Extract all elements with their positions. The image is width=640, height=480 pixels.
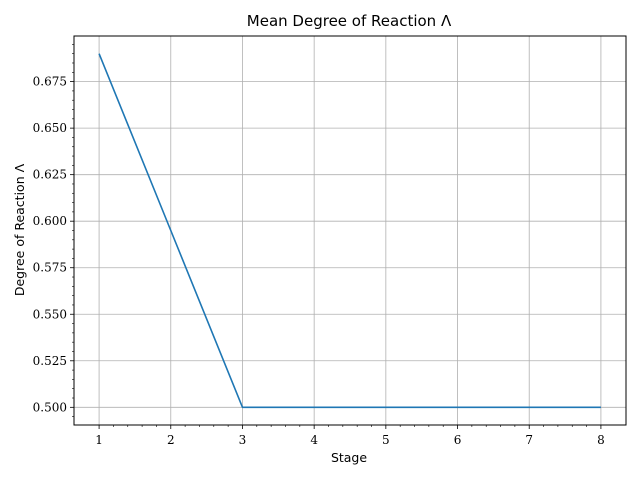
x-axis-label: Stage xyxy=(331,450,367,465)
series-group xyxy=(98,53,601,409)
x-tick-label: 5 xyxy=(382,433,390,447)
x-tick-label: 1 xyxy=(95,433,103,447)
grid-lines xyxy=(74,36,626,425)
x-tick-labels: 1 2 3 4 5 6 7 8 xyxy=(95,433,604,447)
x-tick-label: 4 xyxy=(310,433,318,447)
y-tick-label: 0.650 xyxy=(33,121,67,135)
plot-frame xyxy=(73,35,627,426)
y-tick-label: 0.675 xyxy=(33,75,67,89)
tick-marks xyxy=(70,44,602,429)
chart-title: Mean Degree of Reaction Λ xyxy=(247,12,452,30)
x-tick-label: 2 xyxy=(167,433,175,447)
x-tick-label: 7 xyxy=(525,433,533,447)
y-tick-label: 0.500 xyxy=(33,400,67,414)
series-line xyxy=(98,53,601,409)
y-tick-label: 0.600 xyxy=(33,214,67,228)
y-tick-label: 0.625 xyxy=(33,168,67,182)
y-tick-labels: 0.500 0.525 0.550 0.575 0.600 0.625 0.650 0.675 xyxy=(33,75,67,415)
y-tick-label: 0.575 xyxy=(33,261,67,275)
x-tick-label: 3 xyxy=(239,433,247,447)
y-axis-label: Degree of Reaction Λ xyxy=(12,163,27,296)
x-tick-label: 8 xyxy=(597,433,605,447)
x-tick-label: 6 xyxy=(454,433,462,447)
y-tick-label: 0.525 xyxy=(33,354,67,368)
y-tick-label: 0.550 xyxy=(33,307,67,321)
